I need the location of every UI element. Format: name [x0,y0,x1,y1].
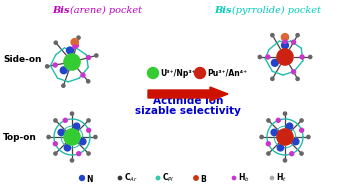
Circle shape [86,56,91,60]
Circle shape [147,67,159,78]
Circle shape [77,36,80,39]
Circle shape [54,41,57,44]
Circle shape [267,152,270,155]
Text: Side-on: Side-on [3,54,42,64]
Circle shape [71,39,78,46]
Text: Actinide ion: Actinide ion [153,96,223,106]
Text: $\mathbf{H}_{t}$: $\mathbf{H}_{t}$ [276,172,287,184]
Circle shape [286,123,293,129]
Circle shape [282,42,288,49]
Circle shape [258,55,261,59]
Circle shape [271,77,274,81]
Circle shape [79,176,84,180]
Circle shape [272,59,278,66]
Circle shape [87,152,90,155]
Circle shape [270,176,274,180]
Circle shape [94,135,97,139]
Circle shape [54,119,57,122]
Circle shape [277,49,293,65]
Circle shape [292,70,295,74]
Circle shape [60,67,67,74]
Circle shape [77,152,81,156]
Circle shape [64,145,71,151]
Circle shape [54,152,57,155]
Circle shape [73,45,77,49]
Circle shape [267,119,270,122]
Circle shape [87,128,91,132]
Circle shape [292,40,295,44]
Circle shape [307,135,310,139]
Text: U³⁺/Np³⁺: U³⁺/Np³⁺ [160,68,196,77]
Circle shape [95,54,98,57]
Circle shape [47,135,50,139]
Circle shape [309,55,312,59]
FancyArrow shape [148,87,228,101]
Text: (arene) pocket: (arene) pocket [70,6,142,15]
Text: $\mathbf{C}_{Pl}$: $\mathbf{C}_{Pl}$ [162,172,174,184]
Circle shape [293,138,299,145]
Circle shape [271,129,278,136]
Circle shape [283,40,287,43]
Circle shape [300,55,304,59]
Circle shape [277,129,293,145]
Circle shape [266,55,270,59]
Text: Top-on: Top-on [3,132,37,142]
Circle shape [281,34,289,41]
Text: Bis: Bis [215,6,232,15]
Text: $\mathbf{B}$: $\mathbf{B}$ [200,173,207,184]
Circle shape [62,84,65,87]
Circle shape [277,145,284,151]
Circle shape [64,54,80,70]
Circle shape [260,135,263,139]
Text: sizable selectivity: sizable selectivity [135,106,241,116]
Circle shape [86,80,90,83]
Circle shape [284,112,287,115]
Circle shape [87,119,90,122]
Circle shape [118,176,122,180]
Circle shape [70,159,74,162]
Text: $\mathbf{N}$: $\mathbf{N}$ [86,173,94,184]
Circle shape [290,152,294,156]
Circle shape [271,34,274,37]
Circle shape [53,63,57,67]
Circle shape [53,142,57,146]
Text: Bis: Bis [52,6,70,15]
Circle shape [64,129,80,145]
Circle shape [300,128,304,132]
Circle shape [63,118,67,122]
Text: Pu³⁺/An⁴⁺: Pu³⁺/An⁴⁺ [207,68,247,77]
Circle shape [195,67,205,78]
Circle shape [75,43,78,47]
Circle shape [232,176,236,180]
Text: $\mathbf{H}_{b}$: $\mathbf{H}_{b}$ [238,172,250,184]
Circle shape [276,118,280,122]
Circle shape [46,65,49,68]
Circle shape [266,142,270,146]
Circle shape [66,47,74,54]
Text: $\mathbf{C}_{Ar}$: $\mathbf{C}_{Ar}$ [124,172,138,184]
Circle shape [300,119,303,122]
Circle shape [296,77,299,81]
Circle shape [79,138,86,145]
Circle shape [70,112,74,115]
Circle shape [194,176,198,180]
Circle shape [284,159,287,162]
Circle shape [74,123,80,129]
Circle shape [156,176,160,180]
Circle shape [296,34,299,37]
Circle shape [81,73,85,77]
Circle shape [58,129,64,136]
Text: (pyrrolide) pocket: (pyrrolide) pocket [232,6,321,15]
Circle shape [300,152,303,155]
